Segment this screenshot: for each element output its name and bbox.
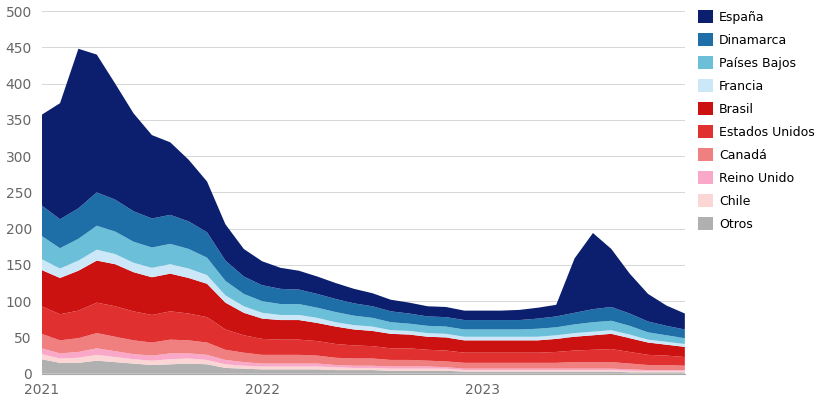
Legend: España, Dinamarca, Países Bajos, Francia, Brasil, Estados Unidos, Canadá, Reino : España, Dinamarca, Países Bajos, Francia… [697,10,813,231]
